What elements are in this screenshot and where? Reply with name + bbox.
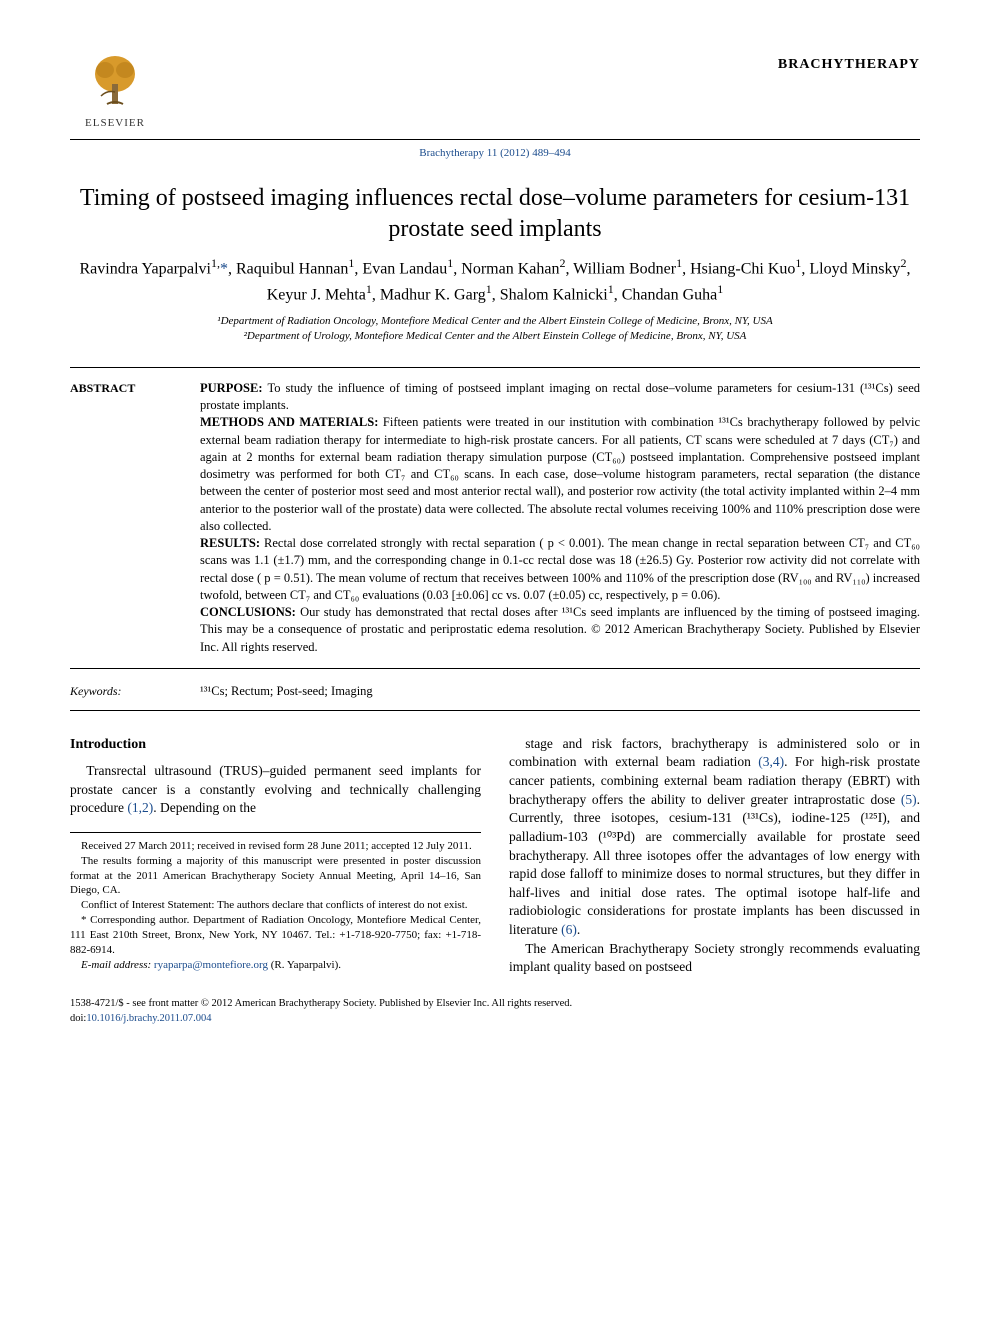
fn-coi: Conflict of Interest Statement: The auth… <box>70 898 481 913</box>
author-list: Ravindra Yaparpalvi1,*, Raquibul Hannan1… <box>70 255 920 306</box>
keywords-label: Keywords: <box>70 683 200 700</box>
fn-email: E-mail address: ryaparpa@montefiore.org … <box>70 958 481 973</box>
abstract-text: PURPOSE: To study the influence of timin… <box>200 380 920 656</box>
journal-name: BRACHYTHERAPY <box>778 56 920 75</box>
abstract-label: ABSTRACT <box>70 380 200 656</box>
page-header: ELSEVIER BRACHYTHERAPY <box>70 50 920 131</box>
abs-purpose: To study the influence of timing of post… <box>200 381 920 412</box>
abstract-block: ABSTRACT PURPOSE: To study the influence… <box>70 367 920 669</box>
abs-methods-label: METHODS AND MATERIALS: <box>200 415 383 429</box>
intro-para-2: stage and risk factors, brachytherapy is… <box>509 735 920 940</box>
affiliation-1: ¹Department of Radiation Oncology, Monte… <box>70 314 920 329</box>
ref-link-1-2[interactable]: (1,2) <box>127 800 153 815</box>
abs-results-label: RESULTS: <box>200 536 264 550</box>
abs-conclusions-label: CONCLUSIONS: <box>200 605 300 619</box>
publisher-name: ELSEVIER <box>85 116 145 131</box>
front-matter-line: 1538-4721/$ - see front matter © 2012 Am… <box>70 997 920 1012</box>
intro-heading: Introduction <box>70 735 481 754</box>
keywords-row: Keywords: ¹³¹Cs; Rectum; Post-seed; Imag… <box>70 677 920 711</box>
corr-email-link[interactable]: ryaparpa@montefiore.org <box>154 959 268 971</box>
affiliation-2: ²Department of Urology, Montefiore Medic… <box>70 329 920 344</box>
copyright-footer: 1538-4721/$ - see front matter © 2012 Am… <box>70 997 920 1026</box>
abs-purpose-label: PURPOSE: <box>200 381 268 395</box>
intro-para-3: The American Brachytherapy Society stron… <box>509 940 920 977</box>
ref-link-3-4[interactable]: (3,4) <box>758 754 784 769</box>
footnotes-block: Received 27 March 2011; received in revi… <box>70 832 481 973</box>
affiliations: ¹Department of Radiation Oncology, Monte… <box>70 314 920 345</box>
keywords-text: ¹³¹Cs; Rectum; Post-seed; Imaging <box>200 683 920 700</box>
header-rule <box>70 139 920 140</box>
abs-conclusions: Our study has demonstrated that rectal d… <box>200 605 920 654</box>
abs-results: Rectal dose correlated strongly with rec… <box>200 536 920 602</box>
elsevier-tree-icon <box>87 50 143 112</box>
intro-para-1: Transrectal ultrasound (TRUS)–guided per… <box>70 762 481 818</box>
doi-link[interactable]: 10.1016/j.brachy.2011.07.004 <box>86 1013 211 1024</box>
ref-link-6[interactable]: (6) <box>561 922 577 937</box>
fn-received: Received 27 March 2011; received in revi… <box>70 839 481 854</box>
article-title: Timing of postseed imaging influences re… <box>70 183 920 245</box>
citation-line[interactable]: Brachytherapy 11 (2012) 489–494 <box>70 146 920 161</box>
body-columns: Introduction Transrectal ultrasound (TRU… <box>70 735 920 977</box>
doi-line: doi:10.1016/j.brachy.2011.07.004 <box>70 1012 920 1027</box>
fn-corresponding: * Corresponding author. Department of Ra… <box>70 913 481 958</box>
ref-link-5[interactable]: (5) <box>901 792 917 807</box>
fn-poster: The results forming a majority of this m… <box>70 854 481 899</box>
abs-methods: Fifteen patients were treated in our ins… <box>200 415 920 533</box>
publisher-logo-block: ELSEVIER <box>70 50 160 131</box>
